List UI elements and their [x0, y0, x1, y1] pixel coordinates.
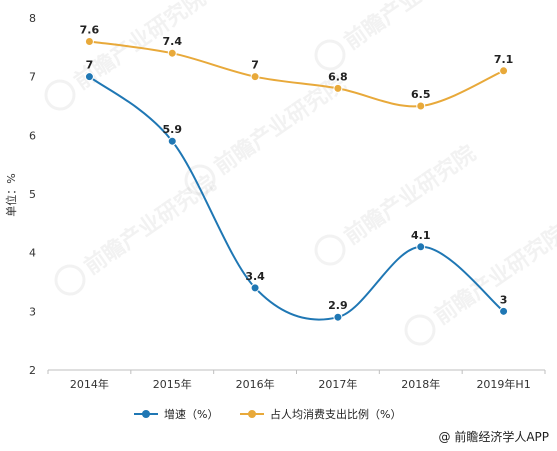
data-label: 7.1: [494, 53, 514, 66]
series-lines: [88, 40, 505, 321]
data-label: 3: [500, 293, 508, 306]
data-point: [499, 306, 509, 316]
y-axis-ticks: 2 3 4 5 6 7 8: [29, 12, 36, 377]
data-point: [416, 242, 426, 252]
x-tick-label: 2014年: [70, 377, 109, 391]
data-labels: 7 5.9 3.4 2.9 4.1 3 7.6 7.4 7 6.8 6.5 7.1: [80, 23, 514, 312]
watermark-circle: [404, 314, 436, 346]
data-point: [84, 36, 94, 46]
data-label: 4.1: [411, 229, 431, 242]
y-axis-title: 单位：%: [4, 173, 18, 216]
series-line-1: [88, 75, 505, 321]
y-tick-label: 2: [29, 364, 36, 377]
series-line-2: [89, 40, 504, 108]
data-label: 6.5: [411, 88, 431, 101]
watermark-logo: 前瞻产业研究院: [54, 170, 221, 296]
x-tick-label: 2015年: [153, 377, 192, 391]
y-tick-label: 7: [29, 71, 36, 84]
legend-label-1: 增速（%）: [164, 407, 218, 421]
data-label: 2.9: [328, 299, 348, 312]
data-label: 7.6: [80, 23, 100, 36]
watermark-logo: 前瞻产业研究院: [314, 0, 481, 71]
data-point: [416, 101, 426, 111]
data-label: 7: [251, 59, 259, 72]
data-point: [167, 136, 177, 146]
legend-marker-1: [142, 410, 150, 418]
watermark-text: 前瞻产业研究院: [430, 220, 557, 330]
y-tick-label: 4: [29, 247, 36, 260]
watermark-circle: [44, 79, 76, 111]
x-tick-label: 2018年: [401, 377, 440, 391]
series-points: [84, 36, 509, 322]
data-label: 5.9: [163, 123, 183, 136]
legend: 增速（%） 占人均消费支出比例（%）: [134, 407, 401, 421]
data-label: 7.4: [163, 35, 183, 48]
watermark-text: 前瞻产业研究院: [340, 0, 481, 55]
y-tick-label: 6: [29, 129, 36, 142]
x-tick-label: 2019年H1: [476, 377, 530, 391]
watermark-circle: [184, 164, 216, 196]
data-label: 3.4: [245, 270, 265, 283]
data-label: 6.8: [328, 70, 348, 83]
data-point: [250, 72, 260, 82]
x-axis-ticks: 2014年 2015年 2016年 2017年 2018年 2019年H1: [47, 370, 546, 391]
data-point: [250, 283, 260, 293]
y-tick-label: 3: [29, 305, 36, 318]
x-tick-label: 2016年: [236, 377, 275, 391]
legend-label-2: 占人均消费支出比例（%）: [270, 407, 401, 421]
y-tick-label: 5: [29, 188, 36, 201]
data-point: [84, 72, 94, 82]
watermark-circle: [314, 234, 346, 266]
data-point: [167, 48, 177, 58]
data-point: [333, 83, 343, 93]
watermark-circle: [54, 264, 86, 296]
source-credit: @ 前瞻经济学人APP: [439, 429, 550, 444]
legend-marker-2: [248, 410, 256, 418]
watermark-logo: 前瞻产业研究院: [314, 140, 481, 266]
watermark-circle: [314, 39, 346, 71]
x-tick-label: 2017年: [318, 377, 357, 391]
data-label: 7: [86, 59, 94, 72]
y-tick-label: 8: [29, 12, 36, 25]
data-point: [499, 66, 509, 76]
data-point: [333, 312, 343, 322]
